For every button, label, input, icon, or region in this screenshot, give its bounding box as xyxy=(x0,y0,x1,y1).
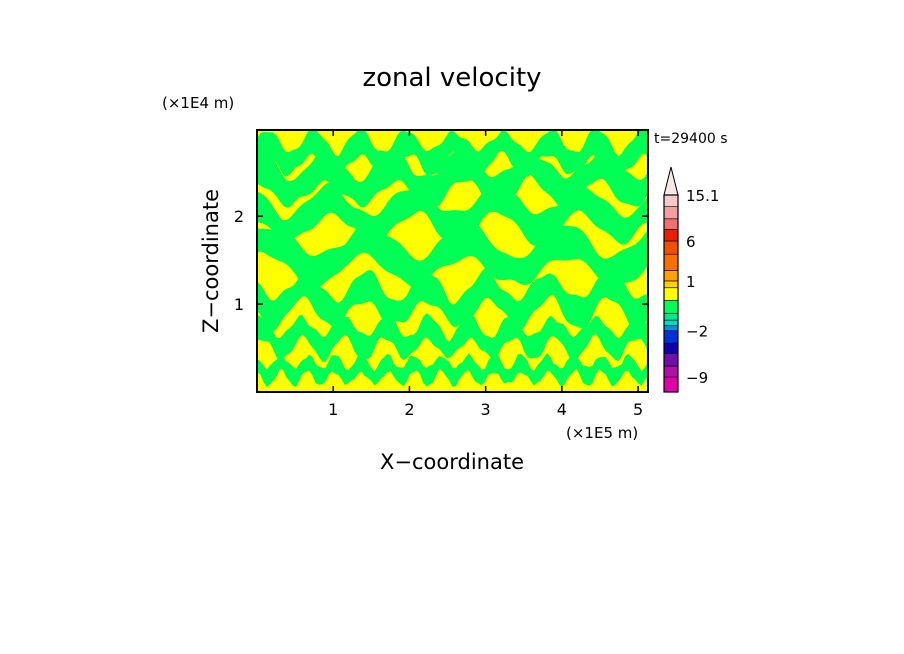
negative-band xyxy=(257,146,648,212)
plot-frame xyxy=(256,129,649,393)
colorbar-swatch xyxy=(663,229,679,242)
colorbar-swatch xyxy=(663,365,679,378)
colorbar-tick-label: 15.1 xyxy=(686,187,719,205)
colorbar-swatch xyxy=(663,270,679,282)
colorbar: 15.1 6 1 −2 −9 xyxy=(663,166,719,393)
x-tick-label: 4 xyxy=(557,400,567,419)
chart-title: zonal velocity xyxy=(362,63,541,93)
colorbar-swatch xyxy=(663,287,679,301)
colorbar-swatch xyxy=(663,325,679,331)
time-label: t=29400 s xyxy=(654,131,728,147)
negative-band xyxy=(257,352,648,388)
negative-band xyxy=(257,313,648,363)
colorbar-swatch xyxy=(663,342,679,354)
colorbar-swatch xyxy=(663,312,679,321)
y-axis: 12 xyxy=(234,207,648,314)
colorbar-swatch xyxy=(663,280,679,289)
x-tick-label: 2 xyxy=(404,400,414,419)
colorbar-swatch xyxy=(663,218,679,230)
y-tick-label: 1 xyxy=(234,295,244,314)
colorbar-frame xyxy=(663,194,679,393)
y-unit-label: (×1E4 m) xyxy=(162,94,234,112)
colorbar-swatch xyxy=(663,353,679,367)
colorbar-tick-label: 6 xyxy=(686,233,696,251)
x-axis-label: X−coordinate xyxy=(380,450,524,474)
colorbar-swatch xyxy=(663,376,679,393)
colorbar-swatch xyxy=(663,319,679,327)
x-tick-label: 5 xyxy=(633,400,643,419)
colorbar-swatch xyxy=(663,194,679,207)
negative-band xyxy=(257,268,648,332)
colorbar-extend-arrow xyxy=(663,166,679,196)
velocity-field xyxy=(257,130,648,392)
colorbar-swatch xyxy=(663,330,679,344)
colorbar-swatch xyxy=(663,300,679,314)
colorbar-swatch xyxy=(663,206,679,220)
colorbar-swatch xyxy=(663,253,679,271)
negative-band xyxy=(257,220,648,291)
x-tick-label: 3 xyxy=(481,400,491,419)
y-tick-label: 2 xyxy=(234,207,244,226)
negative-band xyxy=(257,130,648,179)
y-axis-label: Z−coordinate xyxy=(199,189,223,333)
colorbar-swatch xyxy=(663,240,679,255)
colorbar-tick-label: −9 xyxy=(686,369,708,387)
x-unit-label: (×1E5 m) xyxy=(566,424,638,442)
x-tick-label: 1 xyxy=(328,400,338,419)
colorbar-tick-label: −2 xyxy=(686,323,708,341)
colorbar-tick-label: 1 xyxy=(686,273,696,291)
x-axis: 1 2 3 4 5 xyxy=(328,130,643,419)
